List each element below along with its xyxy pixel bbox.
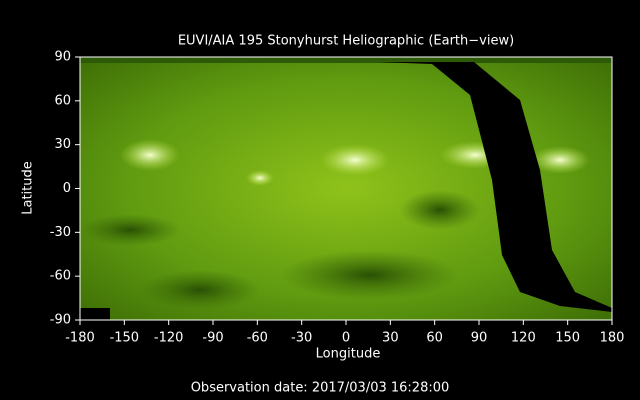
x-tick-label: -30: [291, 331, 312, 346]
x-tick-label: 30: [382, 331, 399, 346]
x-tick-label: 120: [511, 331, 536, 346]
x-axis-label: Longitude: [316, 347, 381, 362]
footer: Observation date: 2017/03/03 16:28:00: [191, 381, 450, 396]
y-tick-label: -90: [50, 313, 71, 328]
x-tick-label: -180: [65, 331, 95, 346]
x-tick-label: 180: [600, 331, 625, 346]
y-axis-label: Latitude: [21, 161, 36, 215]
x-tick-label: -90: [202, 331, 223, 346]
y-tick-label: 30: [54, 137, 71, 152]
x-tick-label: 0: [342, 331, 350, 346]
x-tick-label: -120: [154, 331, 184, 346]
chart-title: EUVI/AIA 195 Stonyhurst Heliographic (Ea…: [178, 34, 514, 49]
x-tick-label: -150: [110, 331, 140, 346]
y-tick-label: -60: [50, 269, 71, 284]
x-tick-label: 150: [555, 331, 580, 346]
y-tick-label: -30: [50, 225, 71, 240]
y-tick-label: 0: [63, 181, 71, 196]
x-tick-label: -60: [247, 331, 268, 346]
solar-map: [80, 57, 612, 320]
y-tick-label: 90: [54, 50, 71, 65]
y-tick-label: 60: [54, 93, 71, 108]
x-tick-label: 60: [426, 331, 443, 346]
x-tick-label: 90: [471, 331, 488, 346]
